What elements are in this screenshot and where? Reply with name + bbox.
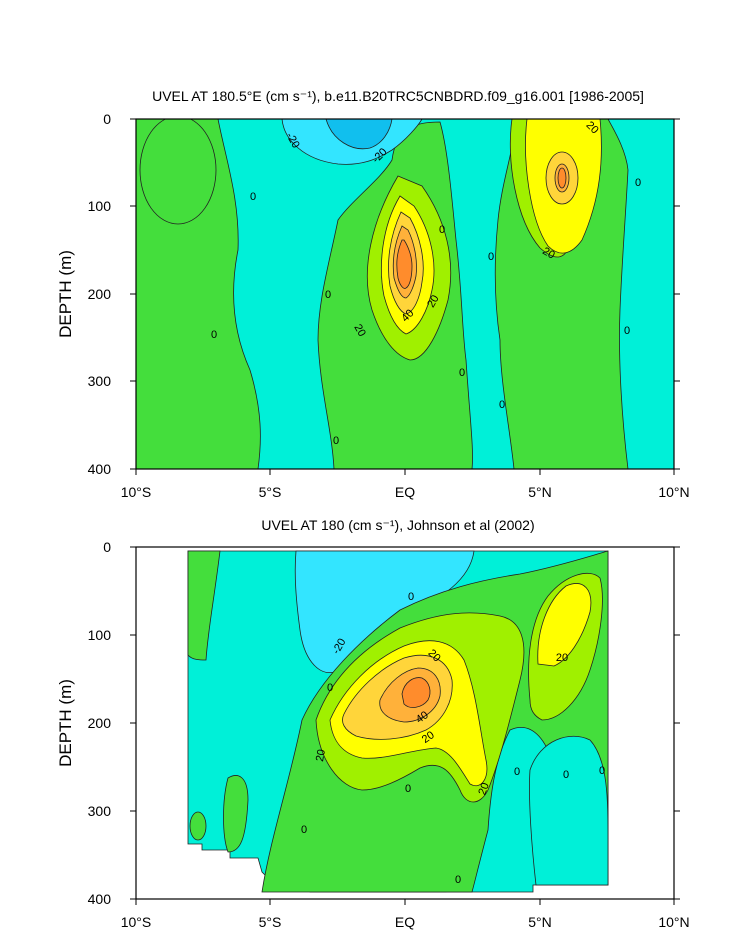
panel2-title: UVEL AT 180 (cm s⁻¹), Johnson et al (200… (261, 517, 534, 533)
panel2-ytick-400: 400 (88, 891, 112, 907)
fill-gt-50-euc (396, 239, 413, 289)
fill-0-10-west-pocket (139, 119, 217, 225)
panel2-ylabel: DEPTH (m) (56, 679, 75, 767)
panel1-yaxis: 0 100 200 300 400 DEPTH (m) (56, 111, 680, 477)
panel-observations: UVEL AT 180 (cm s⁻¹), Johnson et al (200… (56, 517, 690, 930)
clabel: 0 (333, 435, 339, 447)
panel2-xtick-eq: EQ (395, 914, 415, 930)
fill-gt-50-euc (401, 677, 431, 708)
clabel: 0 (211, 329, 217, 341)
clabel: 20 (314, 748, 328, 762)
clabel: 40 (414, 709, 431, 726)
panel2-xtick-5s: 5°S (259, 914, 282, 930)
panel1-title: UVEL AT 180.5°E (cm s⁻¹), b.e11.B20TRC5C… (152, 88, 644, 104)
fill-20-30-ne (537, 583, 592, 667)
panel-model: UVEL AT 180.5°E (cm s⁻¹), b.e11.B20TRC5C… (56, 88, 690, 500)
fill-neg20-0-east (529, 735, 609, 886)
panel1-ytick-400: 400 (88, 461, 112, 477)
clabel: 0 (624, 325, 630, 337)
clabel: 0 (599, 765, 605, 777)
panel2-yaxis: 0 100 200 300 400 DEPTH (m) (56, 539, 680, 907)
clabel: 20 (556, 652, 568, 664)
clabel: 20 (540, 245, 557, 262)
panel2-xaxis: 10°S 5°S EQ 5°N 10°N (121, 899, 690, 930)
clabel: 20 (351, 322, 368, 339)
clabel: 0 (439, 224, 445, 236)
panel1-ytick-100: 100 (88, 198, 112, 214)
clabel: 0 (499, 399, 505, 411)
panel1-xtick-10n: 10°N (658, 484, 689, 500)
clabel: 0 (325, 289, 331, 301)
clabel: 20 (476, 781, 491, 797)
panel1-ylabel: DEPTH (m) (56, 250, 75, 338)
clabel: 0 (514, 766, 520, 778)
panel2-xtick-5n: 5°N (528, 914, 552, 930)
fill-0-10-sw (223, 775, 249, 853)
clabel: 0 (327, 682, 333, 694)
fill-0-10-west (187, 550, 221, 661)
panel2-ytick-0: 0 (103, 539, 111, 555)
panel1-ytick-0: 0 (103, 111, 111, 127)
panel2-xtick-10s: 10°S (121, 914, 152, 930)
panel1-xtick-5n: 5°N (528, 484, 552, 500)
clabel: 0 (408, 591, 414, 603)
panel1-xtick-eq: EQ (395, 484, 415, 500)
panel2-ytick-100: 100 (88, 627, 112, 643)
panel1-ytick-300: 300 (88, 373, 112, 389)
clabel: 0 (405, 783, 411, 795)
clabel: 0 (488, 251, 494, 263)
panel1-xtick-10s: 10°S (121, 484, 152, 500)
clabel: 0 (301, 824, 307, 836)
panel1-contour-fill (136, 119, 674, 469)
panel1-ytick-200: 200 (88, 286, 112, 302)
fill-gt-50-nejet (557, 167, 567, 189)
panel1-xaxis: 10°S 5°S EQ 5°N 10°N (121, 469, 690, 500)
clabel: 0 (459, 367, 465, 379)
fill-neg20-0-east (607, 119, 674, 469)
clabel: 0 (563, 769, 569, 781)
clabel: 20 (420, 729, 437, 746)
panel2-ytick-300: 300 (88, 803, 112, 819)
panel2-xtick-10n: 10°N (658, 914, 689, 930)
panel2-ytick-200: 200 (88, 715, 112, 731)
clabel: 0 (635, 177, 641, 189)
clabel: 20 (425, 293, 442, 310)
panel1-xtick-5s: 5°S (259, 484, 282, 500)
clabel: 0 (455, 874, 461, 886)
clabel: 0 (250, 191, 256, 203)
fill-lt-neg30 (325, 119, 393, 150)
fill-0-10-sw2 (189, 811, 207, 841)
panel2-contour-fill (187, 550, 609, 893)
